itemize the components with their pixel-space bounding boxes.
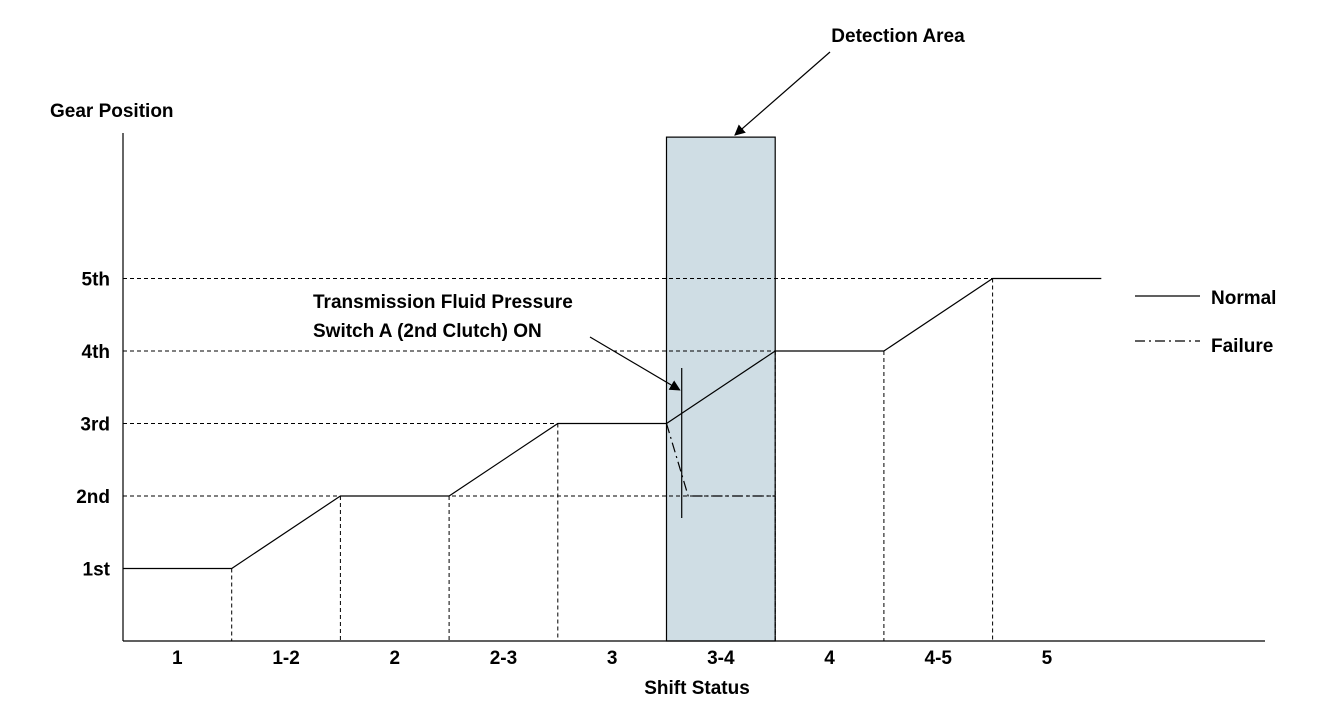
annotation-label: Transmission Fluid Pressure Switch A (2n… [313,292,578,342]
x-tick-4-5: 4-5 [925,648,953,669]
x-tick-3-4: 3-4 [707,648,735,669]
legend: Normal Failure [1135,288,1276,357]
y-tick-4th: 4th [82,342,111,363]
x-tick-5: 5 [1042,648,1053,669]
annotation-arrow [589,336,681,391]
series-failure-line [665,423,776,497]
detection-area-arrow [734,51,831,136]
x-tick-2: 2 [389,648,400,669]
x-tick-2-3: 2-3 [490,648,517,669]
annotation-line-1: Transmission Fluid Pressure [313,292,573,313]
y-tick-1st: 1st [83,560,111,581]
legend-normal-label: Normal [1211,288,1276,309]
detection-area-label: Detection Area [831,26,965,47]
legend-failure-label: Failure [1211,336,1273,357]
series-normal-line [123,277,1102,570]
x-tick-4: 4 [824,648,835,669]
x-tick-1-2: 1-2 [272,648,299,669]
annotation-line-2: Switch A (2nd Clutch) ON [313,321,542,342]
y-tick-5th: 5th [82,270,111,291]
x-tick-1: 1 [172,648,183,669]
x-axis-label: Shift Status [644,678,750,699]
y-tick-3rd: 3rd [80,415,110,436]
y-axis-label: Gear Position [50,101,174,122]
detection-area-region [665,136,776,642]
x-tick-3: 3 [607,648,618,669]
y-tick-2nd: 2nd [76,487,110,508]
